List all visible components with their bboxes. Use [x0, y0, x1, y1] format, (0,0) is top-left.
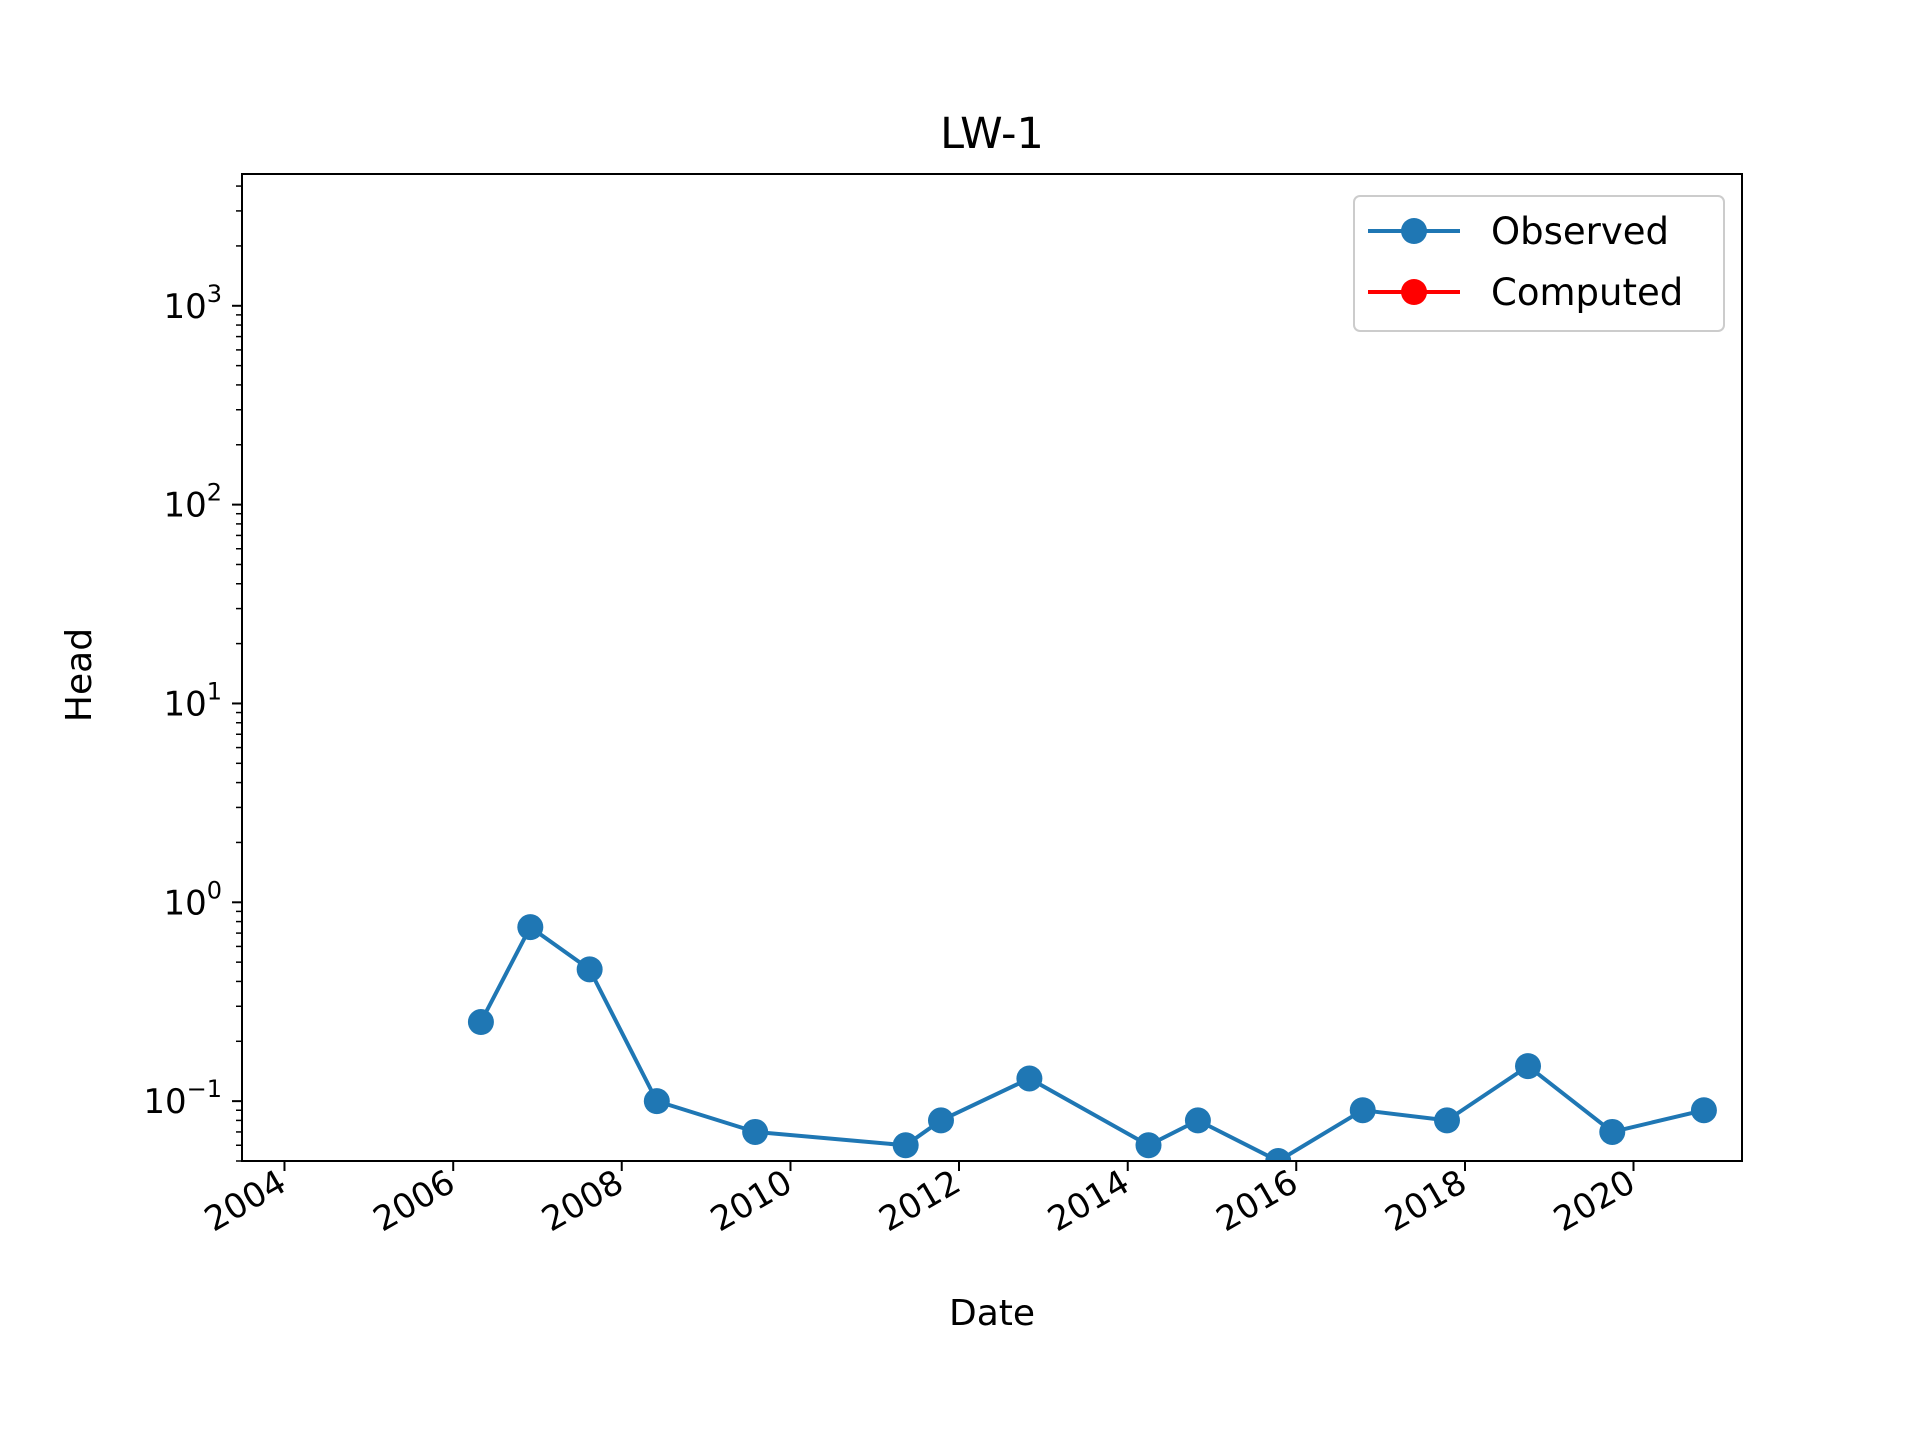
data-point-observed	[517, 914, 544, 941]
chart-title: LW-1	[940, 109, 1044, 159]
data-point-observed	[892, 1132, 919, 1159]
y-tick-label: 101	[163, 677, 222, 724]
data-point-observed	[643, 1088, 670, 1115]
data-point-observed	[1433, 1107, 1460, 1134]
y-tick-label: 10−1	[143, 1075, 222, 1122]
plot-area	[467, 914, 1717, 1161]
legend-marker-computed	[1401, 279, 1427, 305]
y-tick-label: 102	[163, 479, 222, 526]
data-point-observed	[1599, 1118, 1626, 1145]
x-tick-label: 2018	[1379, 1162, 1474, 1240]
series-line-observed	[479, 925, 1705, 1161]
data-point-observed	[742, 1118, 769, 1145]
legend-marker-observed	[1401, 218, 1427, 244]
legend-label-computed: Computed	[1491, 271, 1683, 314]
data-point-observed	[467, 1009, 494, 1036]
y-tick-label: 103	[163, 280, 222, 327]
axes: 10−1 100 101 102 103 2004 2006 2008 2010 2012 2014…	[143, 173, 1743, 1240]
x-tick-label: 2008	[535, 1162, 630, 1240]
y-tick-label: 100	[163, 876, 222, 923]
x-tick-label: 2006	[367, 1162, 462, 1240]
data-point-observed	[1690, 1097, 1717, 1124]
x-axis-label: Date	[949, 1293, 1035, 1334]
x-tick-label: 2014	[1041, 1162, 1136, 1240]
axes-frame	[241, 173, 1743, 1162]
legend: Observed Computed	[1353, 195, 1725, 332]
x-tick-label: 2010	[704, 1162, 799, 1240]
x-tick-label: 2016	[1210, 1162, 1305, 1240]
data-point-observed	[1135, 1132, 1162, 1159]
y-axis-label: Head	[59, 628, 100, 722]
data-point-observed	[1515, 1053, 1542, 1080]
data-point-observed	[927, 1107, 954, 1134]
x-tick-label: 2012	[873, 1162, 968, 1240]
data-point-observed	[1016, 1065, 1043, 1092]
data-point-observed	[576, 956, 603, 983]
data-point-observed	[1265, 1148, 1292, 1161]
x-tick-label: 2020	[1547, 1162, 1642, 1240]
x-tick-label: 2004	[198, 1162, 293, 1240]
data-point-observed	[1184, 1107, 1211, 1134]
data-point-observed	[1349, 1097, 1376, 1124]
legend-label-observed: Observed	[1491, 210, 1669, 253]
